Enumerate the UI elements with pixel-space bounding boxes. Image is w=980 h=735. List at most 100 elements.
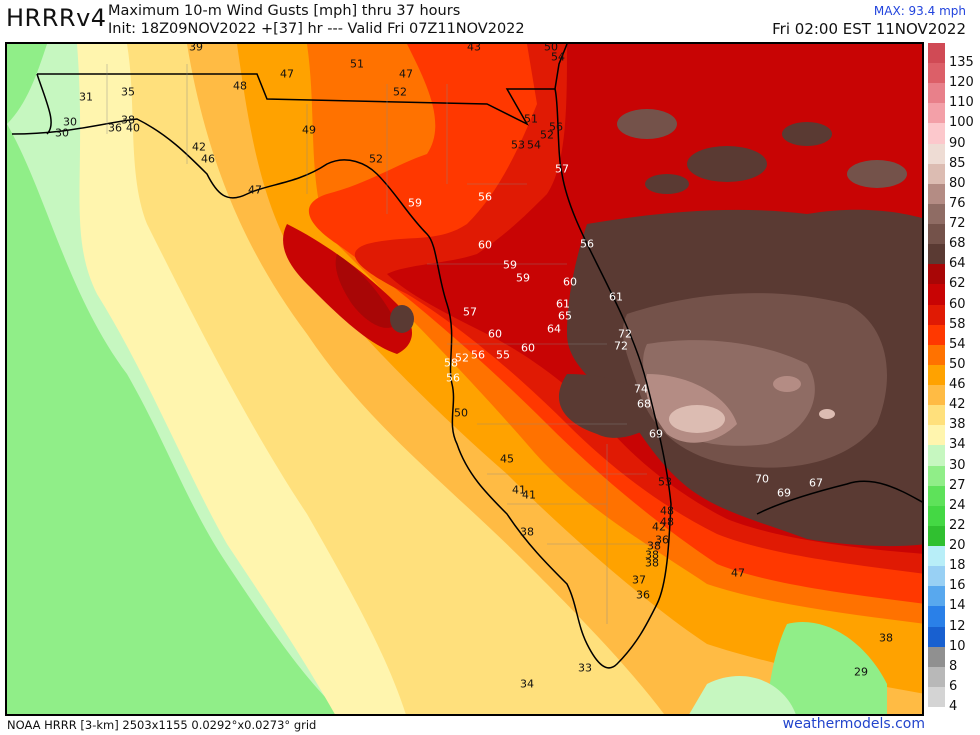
legend-swatch xyxy=(928,546,945,567)
gust-value-label: 40 xyxy=(126,121,140,135)
gust-value-label: 67 xyxy=(809,476,823,490)
legend-label: 22 xyxy=(949,517,966,533)
legend-bin: 72 xyxy=(928,203,980,231)
legend-swatch xyxy=(928,405,945,426)
legend-bin: 34 xyxy=(928,425,980,452)
valid-local-time: Fri 02:00 EST 11NOV2022 xyxy=(772,20,966,38)
legend-label: 24 xyxy=(949,497,966,513)
gust-value-label: 34 xyxy=(520,677,534,691)
legend-bin: 90 xyxy=(928,123,980,151)
legend-bin: 85 xyxy=(928,143,980,171)
legend-label: 90 xyxy=(949,135,966,151)
legend-swatch xyxy=(928,626,945,647)
legend-bin: 6 xyxy=(928,666,980,694)
gust-value-label: 57 xyxy=(555,162,569,176)
gust-value-label: 50 xyxy=(454,406,468,420)
gust-value-label: 42 xyxy=(652,520,666,534)
credit-link[interactable]: weathermodels.com xyxy=(782,716,925,732)
legend-label: 135 xyxy=(949,55,974,71)
legend-label: 30 xyxy=(949,457,966,473)
map-shading xyxy=(7,44,922,714)
gust-value-label: 38 xyxy=(879,631,893,645)
gust-value-label: 30 xyxy=(55,126,69,140)
gust-value-label: 70 xyxy=(755,472,769,486)
gust-value-label: 41 xyxy=(522,488,536,502)
gust-value-label: 72 xyxy=(614,339,628,353)
legend-bin: 38 xyxy=(928,405,980,432)
legend-bin: 12 xyxy=(928,606,980,634)
legend-label: 20 xyxy=(949,538,966,554)
legend-swatch xyxy=(928,385,945,406)
legend-label: 18 xyxy=(949,558,966,574)
init-valid-line: Init: 18Z09NOV2022 +[37] hr --- Valid Fr… xyxy=(108,21,525,37)
legend-swatch xyxy=(928,606,945,627)
gust-value-label: 36 xyxy=(108,121,122,135)
legend-bin: 110 xyxy=(928,83,980,110)
gust-value-label: 51 xyxy=(524,112,538,126)
max-value: MAX: 93.4 mph xyxy=(873,4,966,18)
gust-value-label: 47 xyxy=(731,566,745,580)
gust-value-label: 52 xyxy=(540,128,554,142)
colorbar-legend: 135 120 110 100 90 85 80 76 72 68 64 62 60 58 54 50 46 42… xyxy=(928,43,980,714)
gust-value-label: 74 xyxy=(634,382,648,396)
legend-swatch xyxy=(928,566,945,587)
legend-swatch xyxy=(928,485,945,506)
gust-value-label: 60 xyxy=(488,327,502,341)
legend-label: 16 xyxy=(949,578,966,594)
gust-value-label: 52 xyxy=(369,152,383,166)
legend-label: 100 xyxy=(949,115,974,131)
legend-bin: 30 xyxy=(928,445,980,473)
gust-value-label: 59 xyxy=(408,196,422,210)
legend-swatch xyxy=(928,83,945,104)
legend-swatch xyxy=(928,244,945,265)
legend-bin: 80 xyxy=(928,163,980,191)
gust-value-label: 38 xyxy=(121,113,135,127)
legend-label: 38 xyxy=(949,417,966,433)
legend-label: 54 xyxy=(949,336,966,352)
legend-swatch xyxy=(928,646,945,667)
legend-swatch xyxy=(928,505,945,526)
gust-value-label: 55 xyxy=(496,348,510,362)
legend-bin: 50 xyxy=(928,344,980,372)
gust-value-label: 61 xyxy=(609,290,623,304)
legend-bin: 27 xyxy=(928,465,980,493)
gust-value-label: 31 xyxy=(79,90,93,104)
gust-value-label: 52 xyxy=(393,85,407,99)
legend-swatch xyxy=(928,43,945,64)
legend-bin: 14 xyxy=(928,586,980,613)
legend-swatch xyxy=(928,445,945,466)
gust-value-label: 38 xyxy=(520,525,534,539)
legend-swatch xyxy=(928,224,945,245)
gust-value-label: 47 xyxy=(248,183,262,197)
legend-label: 62 xyxy=(949,276,966,292)
gust-value-label: 39 xyxy=(189,42,203,54)
gust-value-label: 48 xyxy=(233,79,247,93)
legend-label: 110 xyxy=(949,95,974,111)
gust-value-label: 54 xyxy=(551,50,565,64)
gust-value-label: 30 xyxy=(63,115,77,129)
legend-bin: 8 xyxy=(928,646,980,674)
legend-label: 68 xyxy=(949,236,966,252)
legend-swatch xyxy=(928,344,945,365)
legend-swatch xyxy=(928,183,945,204)
legend-label: 85 xyxy=(949,155,966,171)
legend-swatch xyxy=(928,425,945,446)
legend-swatch xyxy=(928,203,945,225)
gust-value-label: 65 xyxy=(558,309,572,323)
legend-label: 10 xyxy=(949,638,966,654)
gust-value-label: 38 xyxy=(645,556,659,570)
legend-bin: 22 xyxy=(928,505,980,533)
legend-swatch xyxy=(928,586,945,607)
gust-value-label: 69 xyxy=(777,486,791,500)
gust-value-label: 60 xyxy=(563,275,577,289)
gust-value-label: 46 xyxy=(201,152,215,166)
legend-bin: 24 xyxy=(928,485,980,513)
legend-swatch xyxy=(928,264,945,285)
legend-label: 58 xyxy=(949,316,966,332)
gust-value-label: 60 xyxy=(521,341,535,355)
gust-value-label: 38 xyxy=(645,548,659,562)
chart-header: HRRRv4 Maximum 10-m Wind Gusts [mph] thr… xyxy=(0,0,980,42)
gust-value-label: 41 xyxy=(512,483,526,497)
legend-bin: 120 xyxy=(928,63,980,90)
gust-value-label: 59 xyxy=(516,271,530,285)
